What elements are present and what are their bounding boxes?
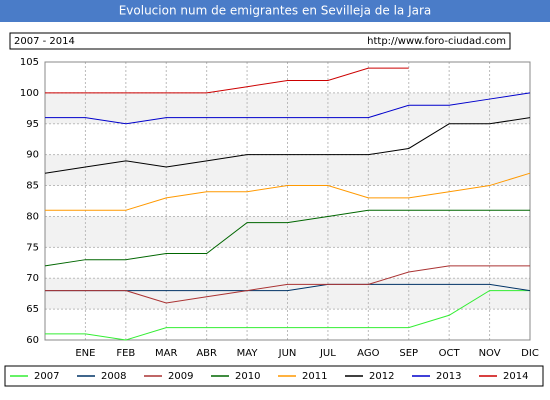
title-bar bbox=[0, 0, 550, 22]
x-tick-label: FEB bbox=[116, 348, 135, 359]
source: http://www.foro-ciudad.com bbox=[367, 36, 506, 47]
y-tick-label: 70 bbox=[26, 273, 39, 284]
legend-label: 2007 bbox=[34, 371, 59, 382]
y-tick-label: 80 bbox=[26, 211, 39, 222]
x-tick-label: OCT bbox=[439, 348, 461, 359]
subtitle: 2007 - 2014 bbox=[14, 36, 75, 47]
y-tick-label: 65 bbox=[26, 304, 39, 315]
y-tick-label: 90 bbox=[26, 150, 39, 161]
series-line bbox=[44, 209, 530, 267]
legend-box bbox=[4, 365, 544, 387]
legend-label: 2009 bbox=[168, 371, 193, 382]
x-tick-label: SEP bbox=[399, 348, 418, 359]
y-tick-label: 100 bbox=[20, 88, 39, 99]
series-line bbox=[45, 92, 531, 125]
series-line bbox=[45, 265, 530, 304]
series-line bbox=[44, 117, 531, 174]
subtitle-box bbox=[9, 32, 511, 50]
chart-title: Evolucion num de emigrantes en Sevilleja… bbox=[119, 4, 432, 18]
x-tick-label: MAY bbox=[237, 348, 259, 359]
y-tick-label: 95 bbox=[26, 119, 39, 130]
legend-label: 2011 bbox=[302, 371, 327, 382]
series-line bbox=[45, 67, 409, 94]
x-tick-label: ENE bbox=[75, 348, 95, 359]
x-tick-label: ABR bbox=[196, 348, 217, 359]
x-tick-label: AGO bbox=[357, 348, 379, 359]
x-tick-label: MAR bbox=[155, 348, 177, 359]
x-tick-label: DIC bbox=[521, 348, 539, 359]
x-tick-label: JUL bbox=[319, 348, 336, 359]
legend-label: 2012 bbox=[369, 371, 394, 382]
legend-label: 2014 bbox=[503, 371, 528, 382]
y-tick-label: 105 bbox=[20, 57, 39, 68]
legend-label: 2008 bbox=[101, 371, 126, 382]
series-line bbox=[45, 290, 530, 341]
legend-label: 2013 bbox=[436, 371, 461, 382]
x-tick-label: NOV bbox=[479, 348, 501, 359]
y-tick-label: 85 bbox=[26, 181, 39, 192]
plot-frame bbox=[44, 61, 531, 341]
series-line bbox=[45, 172, 531, 211]
legend-label: 2010 bbox=[235, 371, 260, 382]
x-tick-label: JUN bbox=[278, 348, 297, 359]
y-tick-label: 75 bbox=[26, 242, 39, 253]
y-tick-label: 60 bbox=[26, 335, 39, 346]
